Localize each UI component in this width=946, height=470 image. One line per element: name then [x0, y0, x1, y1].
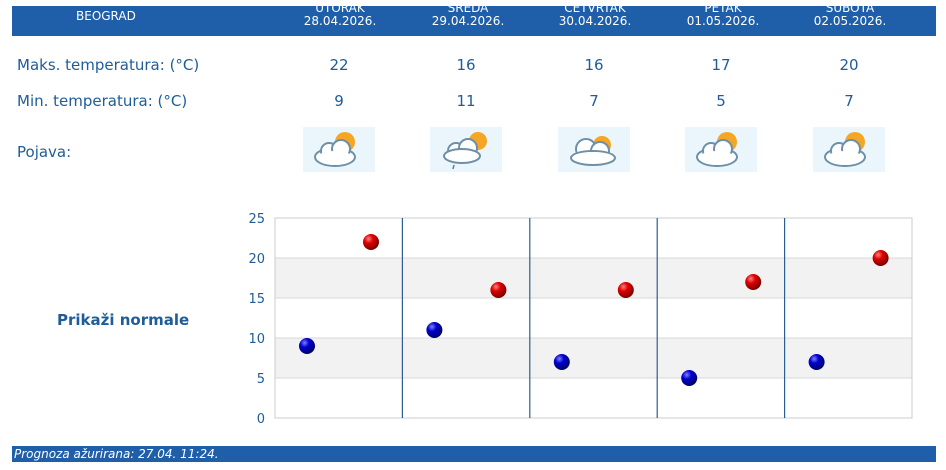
min-temp-point — [426, 322, 443, 338]
city-name: BEOGRAD — [76, 9, 136, 23]
day-date: 01.05.2026. — [686, 14, 760, 28]
day-name: SREDA — [447, 1, 489, 15]
max-temp-value: 16 — [456, 56, 476, 74]
min-temp-point — [553, 354, 570, 370]
day-header-4: PETAK 01.05.2026. — [668, 2, 778, 28]
y-tick-label: 0 — [257, 412, 265, 427]
day-header-2: SREDA 29.04.2026. — [413, 2, 523, 28]
max-temp-value: 22 — [329, 56, 349, 74]
day-date: 30.04.2026. — [558, 14, 632, 28]
partly-cloudy-sun-icon — [685, 127, 757, 172]
y-tick-label: 15 — [248, 292, 265, 307]
day-header-3: ČETVRTAK 30.04.2026. — [540, 2, 650, 28]
y-tick-label: 10 — [248, 332, 265, 347]
max-temp-point — [490, 282, 507, 298]
day-date: 28.04.2026. — [303, 14, 377, 28]
partly-cloudy-sun-icon — [813, 127, 885, 172]
day-name: SUBOTA — [825, 1, 875, 15]
temperature-chart: 25 20 15 10 5 0 — [248, 212, 913, 427]
show-normals-link[interactable]: Prikaži normale — [57, 311, 190, 329]
min-temp-point — [299, 338, 315, 354]
min-temp-point — [808, 354, 825, 370]
forecast-updated-text: Prognoza ažurirana: 27.04. 11:24. — [14, 447, 219, 461]
cloud-sun-light-rain-icon — [430, 127, 502, 172]
min-temp-value: 9 — [334, 92, 344, 110]
day-date: 29.04.2026. — [431, 14, 505, 28]
forecast-header — [12, 6, 936, 36]
min-temp-value: 5 — [716, 92, 726, 110]
y-tick-label: 5 — [257, 372, 265, 387]
cloudy-sun-icon — [558, 127, 630, 172]
day-header-1: UTORAK 28.04.2026. — [285, 2, 395, 28]
max-temp-label: Maks. temperatura: (°C) — [17, 56, 200, 74]
plot-border — [274, 217, 913, 419]
day-name: UTORAK — [315, 1, 365, 15]
min-temp-label: Min. temperatura: (°C) — [17, 92, 188, 110]
footer-bar: Prognoza ažurirana: 27.04. 11:24. — [12, 446, 936, 462]
day-name: PETAK — [704, 1, 742, 15]
min-temp-value: 7 — [589, 92, 599, 110]
max-temp-value: 20 — [839, 56, 859, 74]
day-header-5: SUBOTA 02.05.2026. — [795, 2, 905, 28]
partly-cloudy-sun-icon — [303, 127, 375, 172]
max-temp-point — [872, 250, 889, 266]
min-temp-value: 11 — [456, 92, 476, 110]
grid-band — [275, 338, 912, 378]
y-tick-label: 25 — [248, 212, 265, 227]
day-date: 02.05.2026. — [813, 14, 887, 28]
grid-band — [275, 258, 912, 298]
max-temp-value: 16 — [584, 56, 604, 74]
max-temp-point — [363, 234, 379, 250]
y-tick-label: 20 — [248, 252, 265, 267]
max-temp-point — [745, 274, 762, 290]
phenomenon-label: Pojava: — [17, 143, 72, 161]
max-temp-point — [617, 282, 634, 298]
min-temp-value: 7 — [844, 92, 854, 110]
max-temp-value: 17 — [711, 56, 731, 74]
min-temp-point — [681, 370, 698, 386]
day-name: ČETVRTAK — [564, 1, 626, 15]
